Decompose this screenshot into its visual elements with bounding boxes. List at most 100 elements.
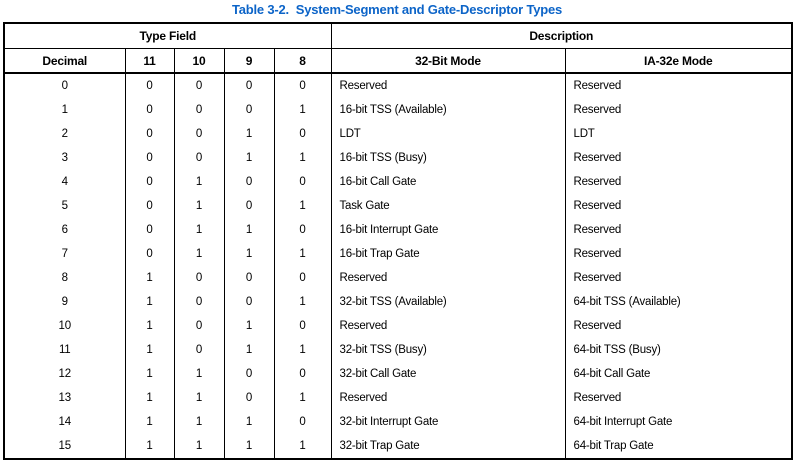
decimal-cell: 6 bbox=[3, 218, 126, 242]
column-header-bit8: 8 bbox=[273, 48, 332, 74]
bit8-cell: 1 bbox=[273, 338, 332, 362]
column-header-bit10: 10 bbox=[173, 48, 225, 74]
column-header-decimal: Decimal bbox=[3, 48, 126, 74]
table-row: 7 0 1 1 1 16-bit Trap Gate Reserved bbox=[3, 242, 793, 266]
bit11-cell: 1 bbox=[124, 266, 175, 290]
mode-ia32e-cell: Reserved bbox=[564, 146, 793, 170]
table-row: 4 0 1 0 0 16-bit Call Gate Reserved bbox=[3, 170, 793, 194]
table-row: 1 0 0 0 1 16-bit TSS (Available) Reserved bbox=[3, 98, 793, 122]
decimal-cell: 13 bbox=[3, 386, 126, 410]
mode-32bit-cell: 32-bit TSS (Available) bbox=[330, 290, 566, 314]
decimal-cell: 7 bbox=[3, 242, 126, 266]
bit10-cell: 0 bbox=[173, 314, 225, 338]
mode-ia32e-cell: Reserved bbox=[564, 242, 793, 266]
bit10-cell: 0 bbox=[173, 122, 225, 146]
mode-32bit-cell: 16-bit TSS (Available) bbox=[330, 98, 566, 122]
bit11-cell: 1 bbox=[124, 362, 175, 386]
decimal-cell: 15 bbox=[3, 434, 126, 459]
table-row: 12 1 1 0 0 32-bit Call Gate 64-bit Call Gate bbox=[3, 362, 793, 386]
decimal-cell: 4 bbox=[3, 170, 126, 194]
bit8-cell: 1 bbox=[273, 146, 332, 170]
bit10-cell: 0 bbox=[173, 266, 225, 290]
table-row: 8 1 0 0 0 Reserved Reserved bbox=[3, 266, 793, 290]
decimal-cell: 1 bbox=[3, 98, 126, 122]
type-field-group-header: Type Field bbox=[4, 23, 332, 49]
bit9-cell: 0 bbox=[223, 170, 275, 194]
table-body: 0 0 0 0 0 Reserved Reserved 1 0 0 0 1 16-bit TSS (Av… bbox=[3, 73, 793, 459]
mode-ia32e-cell: Reserved bbox=[564, 218, 793, 242]
mode-ia32e-cell: Reserved bbox=[564, 98, 793, 122]
bit9-cell: 1 bbox=[223, 434, 275, 459]
bit8-cell: 0 bbox=[273, 170, 332, 194]
mode-32bit-cell: 16-bit Call Gate bbox=[330, 170, 566, 194]
bit8-cell: 0 bbox=[273, 266, 332, 290]
table-row: 6 0 1 1 0 16-bit Interrupt Gate Reserved bbox=[3, 218, 793, 242]
bit10-cell: 1 bbox=[173, 434, 225, 459]
bit11-cell: 0 bbox=[124, 170, 175, 194]
bit11-cell: 1 bbox=[124, 338, 175, 362]
bit9-cell: 1 bbox=[223, 410, 275, 434]
bit10-cell: 1 bbox=[173, 218, 225, 242]
decimal-cell: 3 bbox=[3, 146, 126, 170]
mode-ia32e-cell: Reserved bbox=[564, 170, 793, 194]
bit8-cell: 0 bbox=[273, 122, 332, 146]
group-header-row: Type Field Description bbox=[4, 23, 792, 49]
bit8-cell: 0 bbox=[273, 314, 332, 338]
bit11-cell: 1 bbox=[124, 410, 175, 434]
table-row: 11 1 0 1 1 32-bit TSS (Busy) 64-bit TSS (Busy) bbox=[3, 338, 793, 362]
table-row: 2 0 0 1 0 LDT LDT bbox=[3, 122, 793, 146]
decimal-cell: 2 bbox=[3, 122, 126, 146]
bit9-cell: 0 bbox=[223, 266, 275, 290]
bit8-cell: 1 bbox=[273, 98, 332, 122]
bit11-cell: 0 bbox=[124, 122, 175, 146]
bit9-cell: 0 bbox=[223, 73, 275, 98]
mode-32bit-cell: Reserved bbox=[330, 386, 566, 410]
mode-32bit-cell: 16-bit Interrupt Gate bbox=[330, 218, 566, 242]
bit10-cell: 1 bbox=[173, 362, 225, 386]
table-row: 13 1 1 0 1 Reserved Reserved bbox=[3, 386, 793, 410]
bit8-cell: 0 bbox=[273, 410, 332, 434]
column-header-bit11: 11 bbox=[124, 48, 175, 74]
mode-ia32e-cell: 64-bit Call Gate bbox=[564, 362, 793, 386]
bit11-cell: 0 bbox=[124, 146, 175, 170]
bit9-cell: 0 bbox=[223, 362, 275, 386]
bit10-cell: 1 bbox=[173, 194, 225, 218]
mode-32bit-cell: LDT bbox=[330, 122, 566, 146]
bit10-cell: 1 bbox=[173, 386, 225, 410]
bit11-cell: 1 bbox=[124, 434, 175, 459]
bit11-cell: 0 bbox=[124, 98, 175, 122]
bit9-cell: 1 bbox=[223, 314, 275, 338]
decimal-cell: 5 bbox=[3, 194, 126, 218]
decimal-cell: 8 bbox=[3, 266, 126, 290]
mode-32bit-cell: Reserved bbox=[330, 314, 566, 338]
table-row: 0 0 0 0 0 Reserved Reserved bbox=[3, 73, 793, 98]
table-row: 15 1 1 1 1 32-bit Trap Gate 64-bit Trap Gate bbox=[3, 434, 793, 459]
table-title: Table 3-2. System-Segment and Gate-Descr… bbox=[231, 2, 563, 17]
bit11-cell: 1 bbox=[124, 314, 175, 338]
mode-32bit-cell: Reserved bbox=[330, 266, 566, 290]
mode-ia32e-cell: Reserved bbox=[564, 266, 793, 290]
bit11-cell: 0 bbox=[124, 242, 175, 266]
bit11-cell: 1 bbox=[124, 290, 175, 314]
bit9-cell: 1 bbox=[223, 338, 275, 362]
mode-32bit-cell: 32-bit Interrupt Gate bbox=[330, 410, 566, 434]
bit10-cell: 0 bbox=[173, 98, 225, 122]
bit11-cell: 1 bbox=[124, 386, 175, 410]
table-row: 10 1 0 1 0 Reserved Reserved bbox=[3, 314, 793, 338]
bit8-cell: 1 bbox=[273, 290, 332, 314]
bit10-cell: 1 bbox=[173, 170, 225, 194]
mode-ia32e-cell: Reserved bbox=[564, 314, 793, 338]
mode-ia32e-cell: Reserved bbox=[564, 386, 793, 410]
bit9-cell: 1 bbox=[223, 122, 275, 146]
mode-32bit-cell: 32-bit TSS (Busy) bbox=[330, 338, 566, 362]
description-group-header: Description bbox=[331, 23, 792, 49]
mode-ia32e-cell: 64-bit Interrupt Gate bbox=[564, 410, 793, 434]
bit8-cell: 1 bbox=[273, 386, 332, 410]
mode-32bit-cell: 32-bit Trap Gate bbox=[330, 434, 566, 459]
mode-32bit-cell: 16-bit TSS (Busy) bbox=[330, 146, 566, 170]
decimal-cell: 14 bbox=[3, 410, 126, 434]
bit8-cell: 1 bbox=[273, 242, 332, 266]
bit8-cell: 0 bbox=[273, 73, 332, 98]
bit10-cell: 0 bbox=[173, 290, 225, 314]
